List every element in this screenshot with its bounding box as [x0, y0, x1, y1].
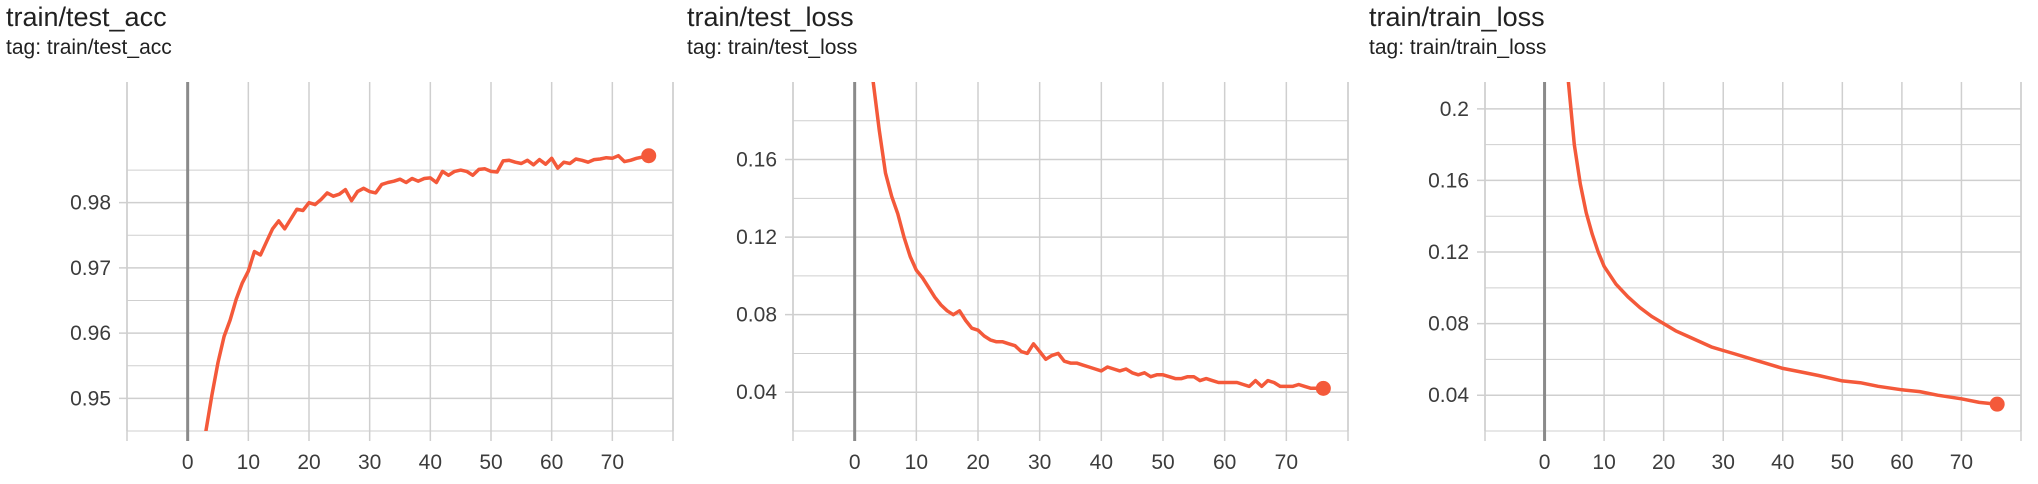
x-tick-label: 50 [479, 451, 502, 474]
x-tick-label: 40 [1771, 451, 1794, 474]
y-tick-label: 0.97 [70, 257, 111, 280]
x-tick-label: 40 [1090, 451, 1113, 474]
x-tick-label: 60 [1890, 451, 1913, 474]
x-tick-label: 60 [1213, 451, 1236, 474]
x-tick-label: 50 [1151, 451, 1174, 474]
y-tick-label: 0.04 [736, 381, 777, 404]
x-tick-label: 0 [849, 451, 861, 474]
y-tick-label: 0.16 [736, 149, 777, 172]
x-tick-label: 10 [1592, 451, 1615, 474]
y-tick-label: 0.08 [1428, 313, 1469, 336]
y-tick-label: 0.2 [1440, 98, 1469, 121]
x-tick-label: 10 [237, 451, 260, 474]
x-tick-label: 10 [905, 451, 928, 474]
x-tick-label: 70 [1950, 451, 1973, 474]
panel-title: train/test_acc [6, 2, 167, 32]
panel-test-loss: train/test_loss tag: train/test_loss 0.0… [687, 0, 1367, 484]
chart-test-acc: 0.95 0.96 0.97 0.98 0 10 20 30 40 50 60 70 [70, 82, 674, 474]
chart-test-loss: 0.04 0.08 0.12 0.16 0 10 20 30 40 50 60 70 [736, 82, 1349, 474]
x-tick-label: 70 [601, 451, 624, 474]
x-tick-label: 20 [1652, 451, 1675, 474]
x-tick-label: 0 [1539, 451, 1551, 474]
x-tick-label: 30 [358, 451, 381, 474]
panel-title: train/train_loss [1369, 2, 1545, 32]
last-point-marker[interactable] [1989, 396, 2005, 412]
panel-tag: tag: train/train_loss [1369, 36, 1547, 59]
x-tick-label: 60 [540, 451, 563, 474]
y-tick-label: 0.16 [1428, 169, 1469, 192]
last-point-marker[interactable] [641, 148, 657, 164]
y-tick-label: 0.04 [1428, 384, 1469, 407]
y-tick-label: 0.08 [736, 304, 777, 327]
x-tick-label: 0 [182, 451, 194, 474]
chart-train-loss: 0.04 0.08 0.12 0.16 0.2 0 10 20 30 40 50 60 70 [1428, 82, 2022, 474]
y-tick-label: 0.95 [70, 387, 111, 410]
last-point-marker[interactable] [1315, 380, 1331, 396]
x-tick-label: 40 [419, 451, 442, 474]
panel-title: train/test_loss [687, 2, 854, 32]
y-tick-label: 0.12 [1428, 241, 1469, 264]
y-tick-label: 0.12 [736, 226, 777, 249]
x-tick-label: 30 [1712, 451, 1735, 474]
x-tick-label: 50 [1831, 451, 1854, 474]
x-tick-label: 20 [297, 451, 320, 474]
y-tick-label: 0.96 [70, 322, 111, 345]
y-tick-label: 0.98 [70, 192, 111, 215]
x-tick-label: 30 [1028, 451, 1051, 474]
x-tick-label: 70 [1275, 451, 1298, 474]
series-line [871, 82, 1326, 391]
panel-tag: tag: train/test_acc [6, 36, 172, 59]
panel-test-acc: train/test_acc tag: train/test_acc 0.95 0… [6, 0, 686, 484]
series-line [1566, 82, 1999, 406]
x-tick-label: 20 [966, 451, 989, 474]
panel-tag: tag: train/test_loss [687, 36, 858, 59]
series-line [204, 153, 651, 431]
panel-train-loss: train/train_loss tag: train/train_loss 0… [1369, 0, 2038, 484]
